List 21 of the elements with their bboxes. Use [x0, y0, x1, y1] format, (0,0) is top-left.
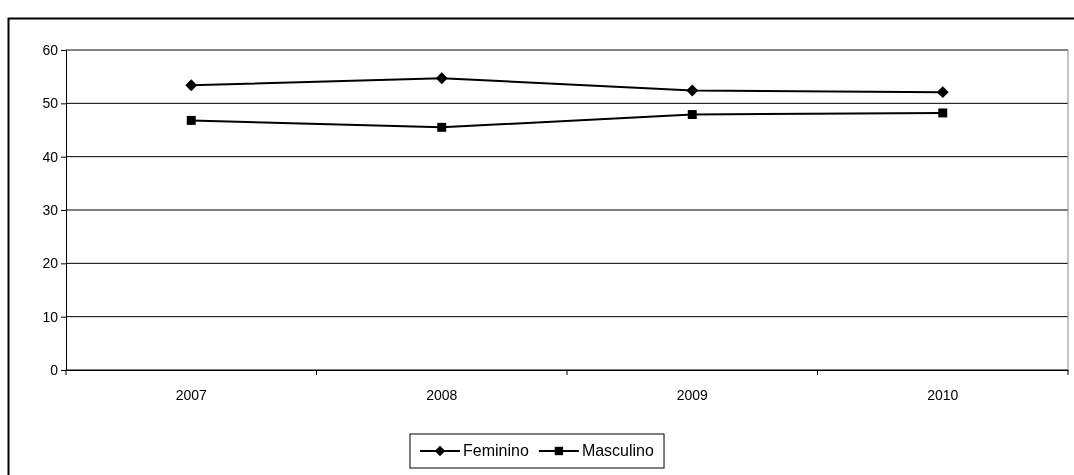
y-tick-label: 20	[42, 255, 59, 272]
point	[185, 79, 198, 92]
point	[687, 110, 697, 120]
x-tick-label: 2010	[927, 386, 959, 403]
y-tick-label: 40	[42, 148, 59, 165]
y-tick-label: 30	[42, 201, 59, 218]
point	[435, 72, 448, 85]
x-tick-label: 2009	[676, 386, 709, 403]
y-tick-label: 0	[50, 361, 59, 378]
point	[938, 108, 948, 118]
point	[186, 115, 196, 125]
point	[686, 84, 699, 97]
y-tick-label: 50	[42, 95, 59, 112]
point	[936, 86, 949, 99]
legend-label: Masculino	[581, 442, 655, 459]
x-tick-label: 2008	[426, 386, 458, 403]
y-tick-label: 60	[42, 41, 59, 58]
y-tick-label: 10	[42, 308, 59, 325]
legend-label: Feminino	[462, 442, 529, 459]
x-tick-label: 2007	[175, 386, 208, 403]
point	[437, 122, 447, 132]
